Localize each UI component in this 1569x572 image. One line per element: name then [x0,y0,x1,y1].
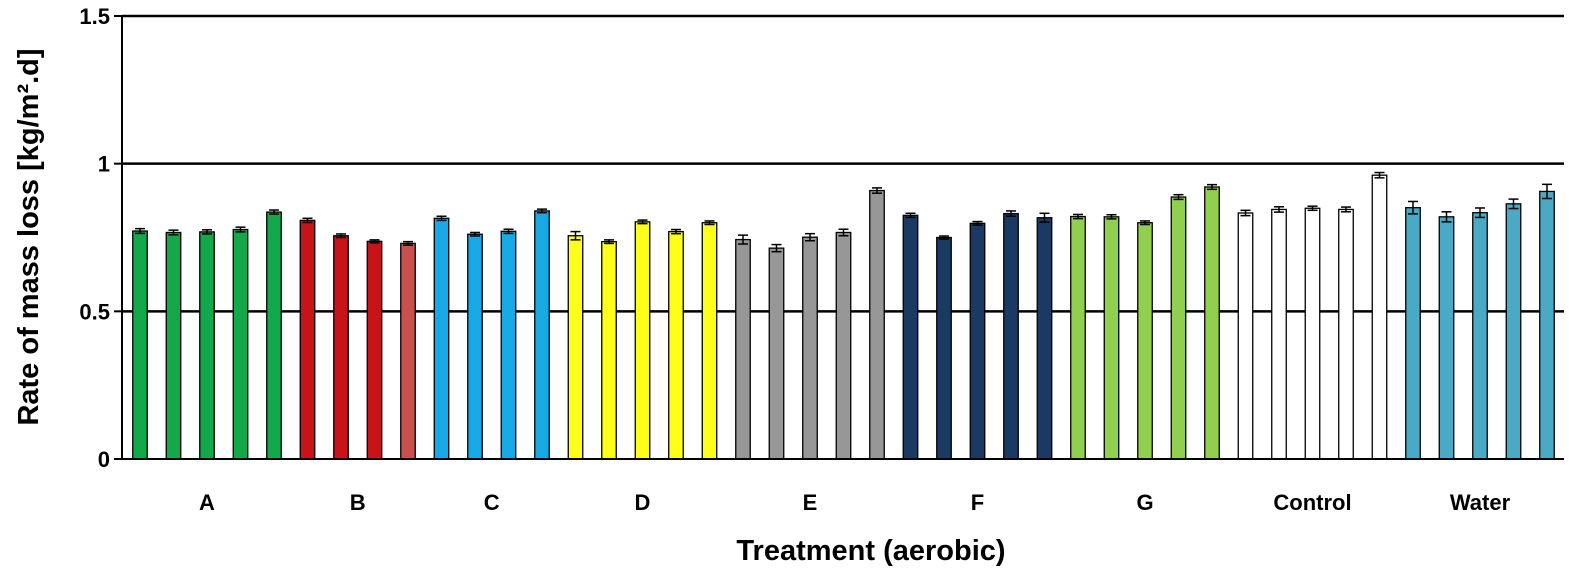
bar-d-1 [567,235,584,460]
category-label-b: B [350,490,366,515]
bar-control-2 [1271,208,1287,460]
bar-e-1 [735,238,751,460]
bar-c-1 [433,217,450,460]
bar-control-5 [1371,174,1388,460]
category-label-e: E [803,490,818,515]
bar-d-4 [668,230,684,460]
bar-d-3 [634,221,651,460]
category-label-control: Control [1273,490,1351,515]
bar-a-3 [199,231,215,460]
bar-c-3 [500,230,517,460]
bar-water-4 [1505,203,1522,460]
axes [114,15,1564,460]
bar-c-2 [467,233,483,460]
bar-water-2 [1438,216,1455,460]
bar-b-1 [299,219,316,460]
bar-b-3 [366,240,383,460]
bar-g-3 [1137,222,1153,460]
bar-water-5 [1539,190,1555,460]
bar-f-1 [902,214,919,460]
category-label-d: D [635,490,651,515]
bars [132,171,1555,460]
bar-a-4 [232,228,249,460]
bar-water-3 [1472,212,1488,460]
y-tick-label: 1.5 [79,4,110,29]
bar-water-1 [1405,207,1421,460]
bar-a-1 [132,230,148,460]
bar-c-4 [534,210,550,460]
bar-d-5 [701,222,718,460]
y-tick-labels: 0 0.5 1 1.5 [79,4,110,472]
bar-e-2 [768,247,785,460]
bar-f-5 [1036,217,1053,460]
category-label-c: C [484,490,500,515]
x-axis-title: Treatment (aerobic) [736,535,1005,567]
bar-e-3 [802,236,818,460]
bar-g-5 [1204,186,1220,460]
category-label-f: F [971,490,984,515]
y-tick-label: 0.5 [79,299,110,324]
y-axis-title: Rate of mass loss [kg/m².d] [13,48,45,425]
bar-control-1 [1237,212,1254,460]
bar-a-2 [165,231,182,460]
bar-f-4 [1003,212,1019,460]
bar-g-4 [1170,196,1187,460]
y-tick-label: 0 [98,447,110,472]
bar-g-2 [1103,216,1120,460]
bar-d-2 [601,240,617,460]
bar-g-1 [1070,215,1086,460]
category-label-water: Water [1450,490,1511,515]
category-label-a: A [199,490,215,515]
bar-f-2 [936,236,952,460]
bar-e-4 [835,231,852,460]
category-label-g: G [1136,490,1153,515]
bar-a-5 [266,211,282,460]
bar-control-3 [1304,207,1321,460]
bar-f-3 [969,222,986,460]
bar-control-4 [1338,208,1354,460]
bar-e-5 [869,189,885,460]
x-category-labels: A B C D E F G Control Water [199,490,1511,515]
bar-b-2 [333,235,349,460]
bar-b-4 [400,242,416,460]
y-tick-label: 1 [98,152,110,177]
